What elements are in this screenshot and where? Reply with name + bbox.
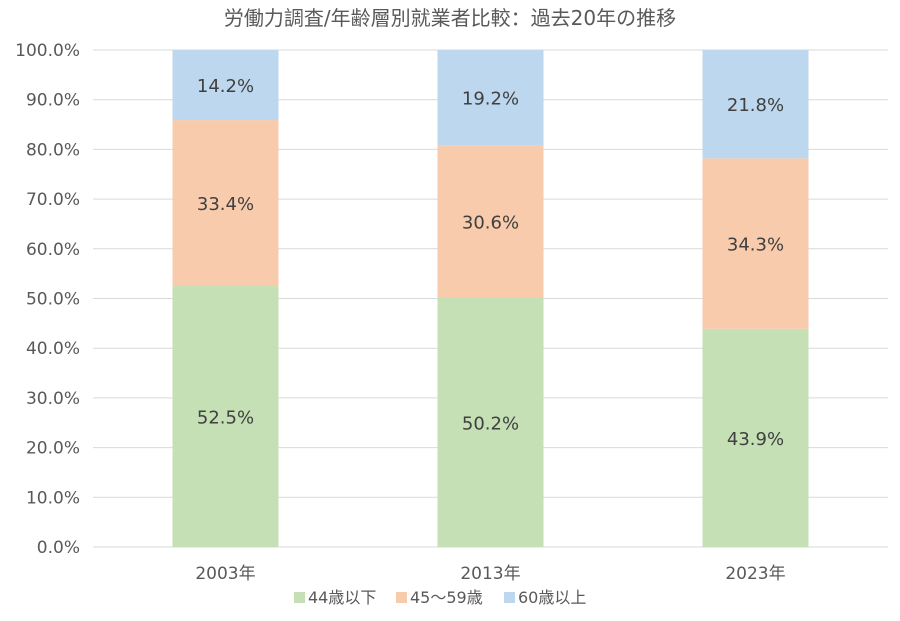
y-tick-label: 90.0% xyxy=(26,91,80,111)
data-labels: 52.5% 33.4% 14.2% 50.2% 30.6% 19.2% 43.9% 34.3%… xyxy=(197,76,784,450)
data-label: 33.4% xyxy=(197,194,254,215)
legend-swatch xyxy=(396,592,407,603)
y-tick-label: 80.0% xyxy=(26,140,80,160)
data-label: 34.3% xyxy=(727,235,784,256)
bar-segment xyxy=(437,50,544,146)
y-tick-label: 60.0% xyxy=(26,240,80,260)
bar-segment xyxy=(702,158,809,329)
data-label: 52.5% xyxy=(197,408,254,429)
data-label: 14.2% xyxy=(197,76,254,97)
y-tick-label: 40.0% xyxy=(26,339,80,359)
x-tick-label: 2003年 xyxy=(195,564,255,584)
legend-swatch xyxy=(504,592,515,603)
bar-segment xyxy=(437,297,544,547)
legend-label: 60歳以上 xyxy=(518,588,586,607)
bar-segment xyxy=(172,286,279,547)
data-label: 43.9% xyxy=(727,429,784,450)
bar-segment xyxy=(172,50,279,121)
y-tick-label: 20.0% xyxy=(26,439,80,459)
bars xyxy=(172,50,809,547)
chart-title: 労働力調査/年齢層別就業者比較：過去20年の推移 xyxy=(224,6,676,30)
x-tick-label: 2023年 xyxy=(725,564,785,584)
y-tick-label: 70.0% xyxy=(26,190,80,210)
bar-segment xyxy=(172,120,279,287)
legend-label: 44歳以下 xyxy=(308,588,376,607)
y-tick-label: 0.0% xyxy=(37,538,80,558)
y-tick-label: 10.0% xyxy=(26,488,80,508)
y-tick-label: 100.0% xyxy=(15,41,80,61)
y-tick-label: 50.0% xyxy=(26,290,80,310)
legend-swatch xyxy=(294,592,305,603)
y-axis-ticks: 0.0% 10.0% 20.0% 30.0% 40.0% 50.0% 60.0% 70.0% 8… xyxy=(15,41,80,558)
bar-segment xyxy=(437,145,544,298)
x-tick-label: 2013年 xyxy=(460,564,520,584)
x-axis-ticks: 2003年 2013年 2023年 xyxy=(195,564,785,584)
data-label: 30.6% xyxy=(462,212,519,233)
bar-segment xyxy=(702,328,809,547)
legend: 44歳以下 45～59歳 60歳以上 xyxy=(294,588,586,607)
data-label: 50.2% xyxy=(462,413,519,434)
data-label: 19.2% xyxy=(462,89,519,110)
legend-label: 45～59歳 xyxy=(410,588,483,607)
data-label: 21.8% xyxy=(727,95,784,116)
bar-segment xyxy=(702,50,809,159)
y-tick-label: 30.0% xyxy=(26,389,80,409)
